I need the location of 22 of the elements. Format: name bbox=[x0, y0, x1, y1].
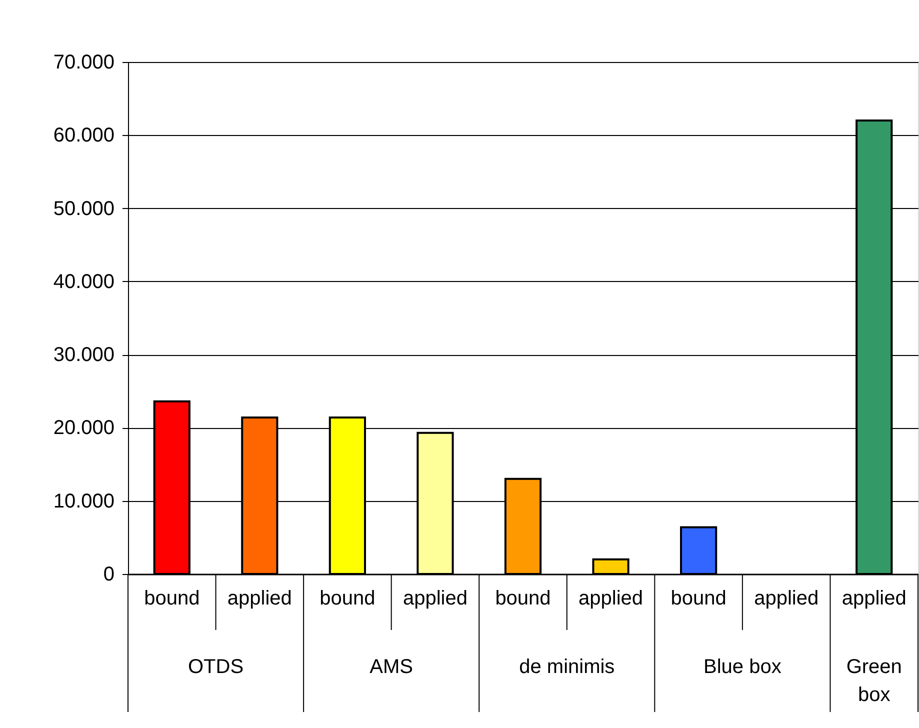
y-tick-label: 60.000 bbox=[53, 124, 114, 147]
text: de minimis bbox=[519, 656, 615, 678]
x-tick-label: applied bbox=[754, 588, 819, 610]
x-tick-label: bound bbox=[144, 588, 200, 610]
text: Blue box bbox=[704, 656, 782, 678]
x-tick-label: applied bbox=[227, 588, 292, 610]
y-tick-label: 30.000 bbox=[53, 344, 114, 366]
y-tick-label: 20.000 bbox=[53, 417, 114, 440]
x-tick-label: applied bbox=[578, 588, 644, 610]
text: Green box bbox=[846, 656, 902, 706]
text: AMS bbox=[370, 656, 414, 678]
y-tick-label: 10.000 bbox=[53, 490, 114, 512]
y-tick-label: 40.000 bbox=[53, 270, 114, 293]
y-tick-label: 70.000 bbox=[53, 52, 114, 74]
y-tick-label: 50.000 bbox=[53, 198, 114, 220]
x-tick-label: bound bbox=[320, 588, 376, 610]
y-tick-label: 0 bbox=[103, 564, 114, 586]
x-tick-label: bound bbox=[495, 588, 551, 610]
text: OTDS bbox=[188, 656, 244, 678]
x-tick-label: applied bbox=[842, 588, 906, 610]
x-tick-label: bound bbox=[670, 588, 726, 610]
x-tick-label: applied bbox=[402, 588, 468, 610]
